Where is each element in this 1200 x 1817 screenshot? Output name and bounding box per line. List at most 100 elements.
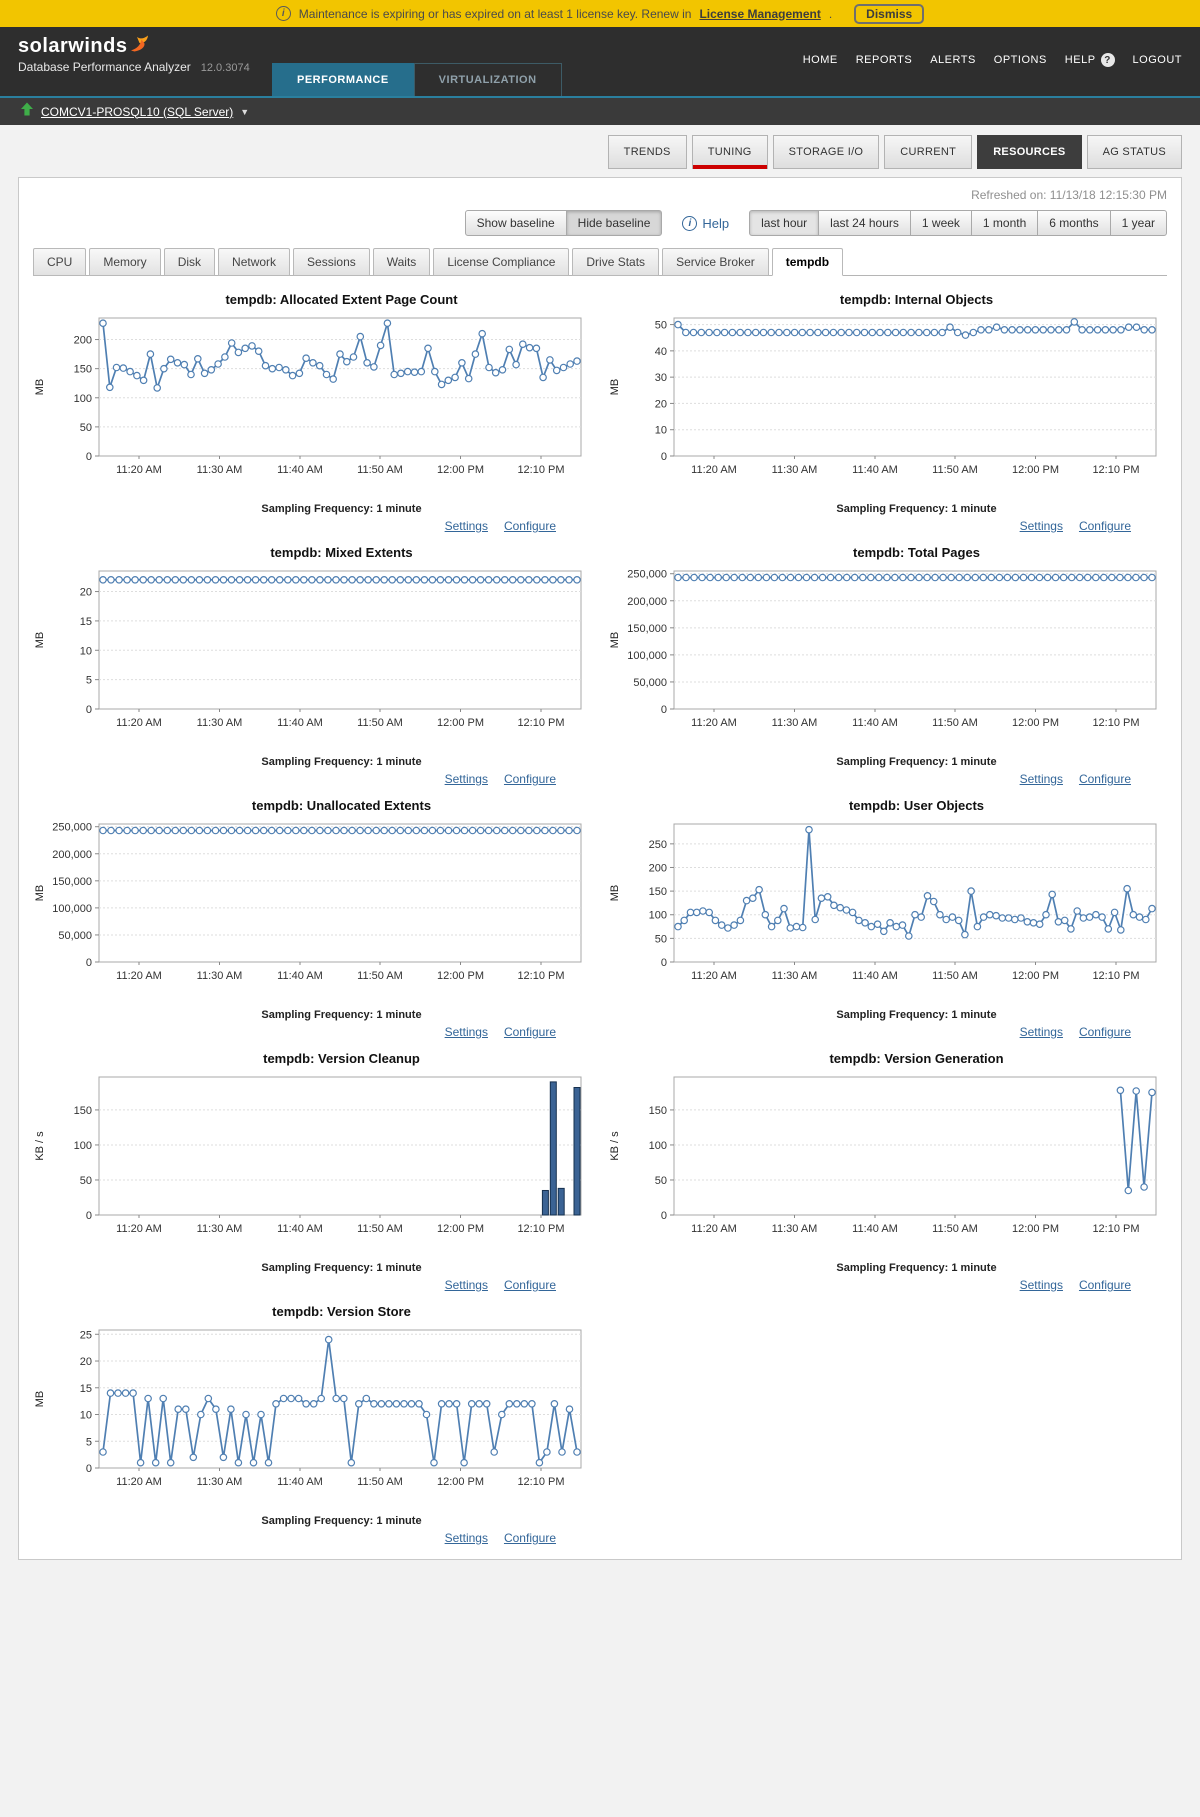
settings-link[interactable]: Settings	[444, 1025, 488, 1039]
configure-link[interactable]: Configure	[503, 1025, 556, 1039]
nav-logout[interactable]: LOGOUT	[1133, 54, 1182, 66]
settings-link[interactable]: Settings	[1019, 1025, 1063, 1039]
resources-panel: Refreshed on: 11/13/18 12:15:30 PM Show …	[18, 177, 1182, 1560]
resource-tab-waits[interactable]: Waits	[372, 248, 431, 276]
chart-title: tempdb: Unallocated Extents	[251, 798, 432, 813]
configure-link[interactable]: Configure	[1078, 519, 1131, 533]
tab-trends[interactable]: TRENDS	[607, 135, 687, 169]
maintenance-message: Maintenance is expiring or has expired o…	[298, 6, 692, 21]
chart-title: tempdb: Version Store	[272, 1304, 411, 1319]
hide-baseline-button[interactable]: Hide baseline	[565, 210, 663, 236]
svg-text:200: 200	[74, 335, 92, 347]
nav-home[interactable]: HOME	[803, 54, 838, 66]
nav-reports[interactable]: REPORTS	[856, 54, 912, 66]
settings-link[interactable]: Settings	[444, 772, 488, 786]
range-1-year-button[interactable]: 1 year	[1109, 210, 1167, 236]
svg-text:12:00 PM: 12:00 PM	[437, 970, 484, 982]
sampling-frequency-label: Sampling Frequency: 1 minute	[836, 1262, 997, 1274]
configure-link[interactable]: Configure	[1078, 1278, 1131, 1292]
chart-title: tempdb: Version Cleanup	[263, 1051, 420, 1066]
resource-tab-tempdb[interactable]: tempdb	[771, 248, 844, 276]
resource-tab-sessions[interactable]: Sessions	[293, 248, 370, 276]
svg-text:11:20 AM: 11:20 AM	[691, 717, 737, 729]
range-1-week-button[interactable]: 1 week	[909, 210, 972, 236]
tab-ag-status[interactable]: AG STATUS	[1086, 135, 1182, 169]
show-baseline-button[interactable]: Show baseline	[464, 210, 567, 236]
help-question-icon[interactable]: ?	[1100, 53, 1115, 67]
settings-link[interactable]: Settings	[1019, 519, 1063, 533]
product-tab-performance[interactable]: PERFORMANCE	[272, 63, 414, 96]
range-6-months-button[interactable]: 6 months	[1037, 210, 1111, 236]
nav-home-label: HOME	[802, 54, 838, 66]
svg-text:11:20 AM: 11:20 AM	[691, 464, 737, 476]
svg-text:11:40 AM: 11:40 AM	[852, 464, 898, 476]
nav-options[interactable]: OPTIONS	[994, 54, 1047, 66]
solarwinds-flame-icon	[129, 35, 149, 57]
chart-links: Settings Configure	[27, 519, 598, 533]
range-1-month-button[interactable]: 1 month	[970, 210, 1039, 236]
configure-link[interactable]: Configure	[1078, 1025, 1131, 1039]
resource-tab-network[interactable]: Network	[218, 248, 291, 276]
range-last-hour-button[interactable]: last hour	[749, 210, 820, 236]
up-arrow-icon[interactable]	[20, 102, 34, 121]
svg-text:11:30 AM: 11:30 AM	[197, 1223, 243, 1235]
svg-text:11:20 AM: 11:20 AM	[116, 464, 162, 476]
product-tab-virtualization[interactable]: VIRTUALIZATION	[413, 63, 562, 96]
svg-text:10: 10	[80, 645, 92, 657]
svg-text:12:10 PM: 12:10 PM	[1092, 970, 1139, 982]
configure-link[interactable]: Configure	[503, 1278, 556, 1292]
settings-link[interactable]: Settings	[1019, 1278, 1063, 1292]
configure-link[interactable]: Configure	[1078, 772, 1131, 786]
svg-text:11:40 AM: 11:40 AM	[277, 1223, 323, 1235]
svg-text:MB: MB	[609, 379, 621, 396]
resource-tab-license-compliance[interactable]: License Compliance	[433, 248, 570, 276]
nav-alerts[interactable]: ALERTS	[930, 54, 976, 66]
chart-plot: 0 10 20 30 40 50 MB 11:20 AM 11:30 AM 11:40 AM 11:…	[609, 317, 1157, 476]
chart-plot: 0 50,000 100,000 150,000 200,000 250,000 MB 11:…	[609, 569, 1157, 729]
settings-link[interactable]: Settings	[1019, 772, 1063, 786]
help-link[interactable]: i Help	[682, 215, 729, 231]
resource-tab-cpu[interactable]: CPU	[33, 248, 87, 276]
chart-plot: 0 50 100 150 KB / s 11:20 AM 11:30 AM 11:40 AM 1…	[609, 1076, 1157, 1235]
svg-text:11:50 AM: 11:50 AM	[357, 1223, 403, 1235]
resource-tab-disk[interactable]: Disk	[163, 248, 216, 276]
svg-text:12:10 PM: 12:10 PM	[1092, 717, 1139, 729]
svg-text:11:30 AM: 11:30 AM	[197, 1476, 243, 1488]
tab-current[interactable]: CURRENT	[884, 135, 973, 169]
svg-text:100,000: 100,000	[52, 903, 92, 915]
chart-plot: 0 50 100 150 200 MB 11:20 AM 11:30 AM 11:40 AM 11…	[34, 317, 582, 476]
svg-text:100: 100	[74, 1140, 92, 1152]
svg-text:200: 200	[649, 862, 667, 874]
sampling-frequency-label: Sampling Frequency: 1 minute	[261, 503, 422, 515]
tab-tuning[interactable]: TUNING	[691, 135, 768, 169]
chart-title: tempdb: Total Pages	[853, 545, 980, 560]
svg-text:11:30 AM: 11:30 AM	[772, 464, 818, 476]
server-dropdown-caret-icon[interactable]: ▼	[240, 106, 250, 117]
range-last-24-hours-button[interactable]: last 24 hours	[818, 210, 911, 236]
server-link[interactable]: COMCV1-PROSQL10 (SQL Server)	[41, 104, 234, 119]
svg-text:11:50 AM: 11:50 AM	[357, 464, 403, 476]
tab-resources[interactable]: RESOURCES	[977, 135, 1082, 169]
tab-storage-i-o[interactable]: STORAGE I/O	[772, 135, 880, 169]
dismiss-button[interactable]: Dismiss	[854, 3, 925, 24]
sampling-frequency-label: Sampling Frequency: 1 minute	[261, 1515, 422, 1527]
resource-tab-service-broker[interactable]: Service Broker	[662, 248, 769, 276]
settings-link[interactable]: Settings	[444, 519, 488, 533]
configure-link[interactable]: Configure	[503, 519, 556, 533]
resource-tab-drive-stats[interactable]: Drive Stats	[572, 248, 660, 276]
resource-tab-memory[interactable]: Memory	[89, 248, 161, 276]
svg-text:MB: MB	[609, 885, 621, 902]
license-management-link[interactable]: License Management	[699, 6, 821, 21]
svg-text:11:40 AM: 11:40 AM	[277, 970, 323, 982]
nav-options-label: OPTIONS	[993, 54, 1047, 66]
sampling-frequency-label: Sampling Frequency: 1 minute	[261, 1009, 422, 1021]
nav-help[interactable]: HELP?	[1065, 53, 1115, 67]
configure-link[interactable]: Configure	[503, 1531, 556, 1545]
configure-link[interactable]: Configure	[503, 772, 556, 786]
settings-link[interactable]: Settings	[444, 1531, 488, 1545]
settings-link[interactable]: Settings	[444, 1278, 488, 1292]
chart-links: Settings Configure	[27, 1025, 598, 1039]
svg-text:11:50 AM: 11:50 AM	[357, 970, 403, 982]
svg-text:250,000: 250,000	[52, 822, 92, 834]
